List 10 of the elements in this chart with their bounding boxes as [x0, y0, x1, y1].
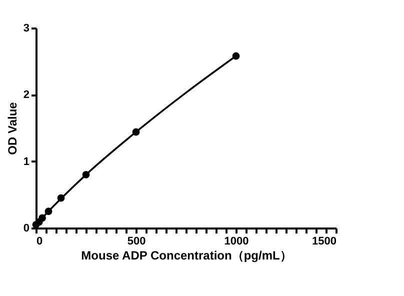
- y-tick-label: 3: [23, 22, 30, 34]
- y-tick-label: 0: [23, 222, 30, 234]
- x-tick-label: 500: [127, 236, 146, 248]
- y-tick-label: 2: [23, 89, 30, 102]
- x-tick-label: 1000: [224, 236, 249, 248]
- y-tick-label: 1: [23, 156, 30, 168]
- x-tick-label: 1500: [312, 236, 336, 248]
- y-axis-title: OD Value: [5, 102, 20, 155]
- x-axis-title: Mouse ADP Concentration（pg/mL）: [81, 248, 292, 262]
- x-tick-label: 0: [36, 236, 43, 248]
